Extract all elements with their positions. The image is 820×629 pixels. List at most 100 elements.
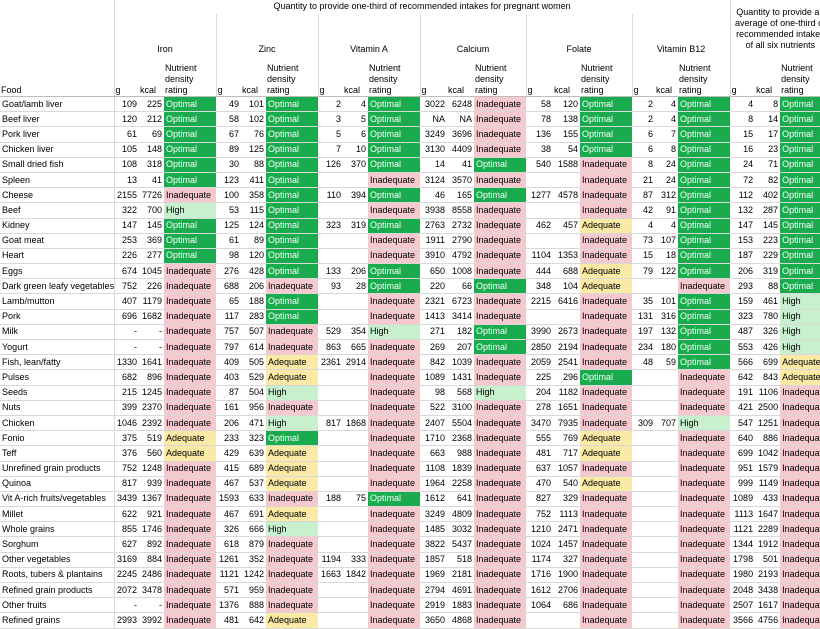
rating-badge: Optimal xyxy=(474,278,526,295)
rating-badge: Inadequate xyxy=(678,445,731,462)
kcal-value: 769 xyxy=(553,430,580,447)
grams-value: 3169 xyxy=(114,552,139,568)
header-row-title: Quantity to provide one-third of recomme… xyxy=(0,0,820,58)
rating-badge: Inadequate xyxy=(164,582,216,599)
rating-badge: Optimal xyxy=(368,218,420,234)
kcal-value: 956 xyxy=(241,400,266,416)
kcal-value: 5504 xyxy=(447,415,474,432)
kcal-value xyxy=(655,567,678,584)
rating-badge: Optimal xyxy=(266,187,318,204)
rating-badge: Inadequate xyxy=(580,582,632,599)
grams-value xyxy=(318,476,343,492)
rating-badge: Optimal xyxy=(368,126,420,143)
grams-value: 1857 xyxy=(420,552,447,568)
rating-badge: Inadequate xyxy=(474,567,526,584)
kcal-value xyxy=(655,400,678,416)
rating-badge: Optimal xyxy=(266,157,318,173)
kcal-value: 2471 xyxy=(553,521,580,538)
rating-badge: Inadequate xyxy=(580,385,632,401)
rating-badge: Optimal xyxy=(678,354,731,371)
rating-badge: Adequate xyxy=(266,354,318,371)
kcal-value: 402 xyxy=(755,187,781,204)
kcal-value: 560 xyxy=(139,445,164,462)
rating-badge: Optimal xyxy=(266,202,318,219)
kcal-value xyxy=(655,491,678,508)
rating-badge: Inadequate xyxy=(474,491,526,508)
rating-badge: Inadequate xyxy=(266,552,318,568)
rating-badge: Adequate xyxy=(266,461,318,477)
food-name: Beef liver xyxy=(0,111,115,128)
rating-badge: Inadequate xyxy=(368,445,420,462)
grams-value: 6 xyxy=(632,126,655,143)
grams-value xyxy=(318,248,343,265)
kcal-value: 223 xyxy=(755,233,781,249)
grams-value: 225 xyxy=(526,369,553,386)
rating-badge: Optimal xyxy=(266,111,318,128)
rating-badge: Inadequate xyxy=(474,172,526,189)
kcal-value xyxy=(343,597,368,614)
rating-badge: Inadequate xyxy=(368,172,420,189)
kcal-value: 3992 xyxy=(139,612,164,629)
grams-value xyxy=(632,369,655,386)
kcal-value: 666 xyxy=(241,521,266,538)
rating-badge: Inadequate xyxy=(780,491,820,508)
grams-value: 547 xyxy=(730,415,756,432)
grams-value: 444 xyxy=(526,263,553,280)
grams-value xyxy=(632,521,655,538)
kcal-value xyxy=(553,309,580,325)
grams-value: 1174 xyxy=(526,552,553,568)
grams-value: 421 xyxy=(730,400,756,416)
rating-badge: Adequate xyxy=(580,263,632,280)
food-name: Eggs xyxy=(0,263,115,280)
grams-value: 650 xyxy=(420,263,447,280)
grams-value: 1194 xyxy=(318,552,343,568)
kcal-value: 7935 xyxy=(553,415,580,432)
kcal-value: 1746 xyxy=(139,521,164,538)
rating-badge: High xyxy=(780,339,820,356)
grams-value: 188 xyxy=(318,491,343,508)
grams-value: 1210 xyxy=(526,521,553,538)
kcal-value: 461 xyxy=(755,293,781,310)
rating-badge: Optimal xyxy=(678,142,731,158)
rating-badge: Inadequate xyxy=(474,400,526,416)
kcal-value: 145 xyxy=(139,218,164,234)
rating-badge: Inadequate xyxy=(474,369,526,386)
kcal-value xyxy=(655,506,678,523)
grams-value xyxy=(632,278,655,295)
rating-badge: Adequate xyxy=(580,218,632,234)
food-name: Pork liver xyxy=(0,126,115,143)
rating-badge: Inadequate xyxy=(164,476,216,492)
grams-value: 481 xyxy=(216,612,241,629)
kcal-value: 1647 xyxy=(755,506,781,523)
rating-badge: Adequate xyxy=(580,430,632,447)
grams-value xyxy=(526,309,553,325)
kcal-column-header: kcal xyxy=(553,58,580,97)
kcal-value: 700 xyxy=(139,202,164,219)
food-name: Small dried fish xyxy=(0,157,115,173)
rating-badge: Inadequate xyxy=(580,461,632,477)
grams-value: 8 xyxy=(730,111,756,128)
food-name: Goat meat xyxy=(0,233,115,249)
rating-badge: Optimal xyxy=(678,218,731,234)
table-row: Spleen 13 41 Optimal 123 411 Optimal Inadequate… xyxy=(0,172,820,189)
table-row: Pork 696 1682 Inadequate 117 283 Optimal Inadeq… xyxy=(0,309,820,325)
kcal-value: 1651 xyxy=(553,400,580,416)
rating-badge: Inadequate xyxy=(368,385,420,401)
nutrient-header-iron: Iron xyxy=(113,14,216,58)
kcal-value: 3414 xyxy=(447,309,474,325)
kcal-value xyxy=(343,536,368,553)
rating-badge: Inadequate xyxy=(164,506,216,523)
grams-value: 98 xyxy=(216,248,241,265)
rating-badge: Inadequate xyxy=(164,278,216,295)
rating-badge: Optimal xyxy=(164,157,216,173)
rating-badge: Inadequate xyxy=(678,385,731,401)
rating-badge: Inadequate xyxy=(780,597,820,614)
grams-value: 999 xyxy=(730,476,756,492)
grams-value xyxy=(318,293,343,310)
table-row: Pork liver 61 69 Optimal 67 76 Optimal 5 6 Optima… xyxy=(0,126,820,143)
grams-value: 234 xyxy=(632,339,655,356)
grams-value xyxy=(318,430,343,447)
grams-value: 2850 xyxy=(526,339,553,356)
kcal-value: 120 xyxy=(553,96,580,113)
kcal-value xyxy=(343,202,368,219)
